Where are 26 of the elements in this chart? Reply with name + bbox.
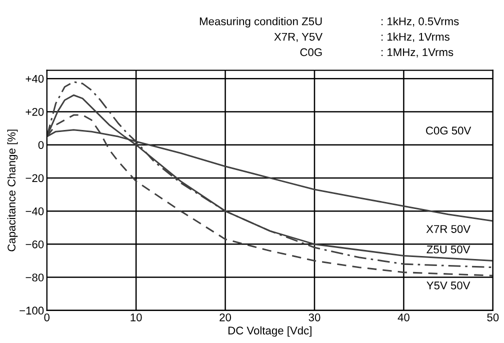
y-tick-label: −100	[20, 306, 44, 315]
text: Measuring condition Z5U	[200, 17, 322, 28]
y-tick-label: −20	[26, 174, 44, 182]
y-tick-label: 0	[38, 141, 44, 149]
x-tick-label: 30	[308, 313, 320, 322]
y-tick-label: −60	[26, 240, 44, 248]
x-tick-label: 20	[220, 313, 232, 322]
annotation: Z5U 50V	[426, 246, 470, 254]
y-tick-label: −80	[26, 274, 44, 282]
text: : 1kHz, 0.5Vrms	[382, 17, 459, 27]
text: C0G	[300, 48, 322, 56]
text: X7R, Y5V	[274, 32, 323, 42]
x-tick-label: 0	[44, 313, 50, 322]
y-tick-label: −40	[26, 207, 44, 216]
y-axis-title: Capacitance Change [%]	[7, 130, 18, 252]
x-tick-label: 40	[398, 313, 410, 322]
x-tick-label: 10	[130, 313, 142, 322]
y-tick-label: +40	[26, 74, 44, 83]
x-axis-title: DC Voltage [Vdc]	[228, 326, 312, 337]
x-tick-label: 50	[487, 313, 499, 322]
annotation: Y5V 50V	[426, 282, 470, 290]
annotation: X7R 50V	[426, 225, 470, 233]
annotation: C0G 50V	[426, 126, 472, 135]
text: : 1MHz, 1Vrms	[382, 48, 454, 58]
text: : 1kHz, 1Vrms	[382, 32, 450, 42]
y-tick-label: +20	[26, 108, 44, 116]
